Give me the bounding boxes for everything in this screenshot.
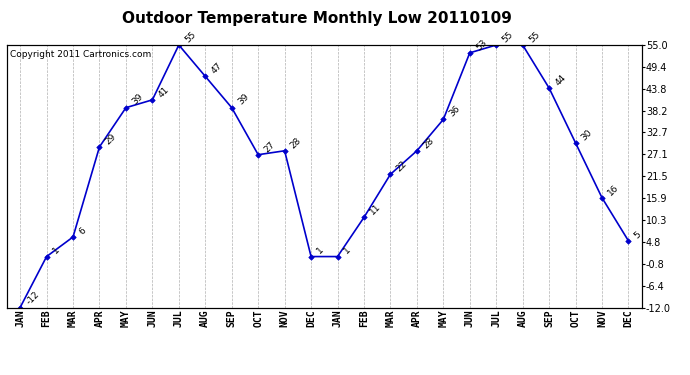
Text: 1: 1: [315, 245, 326, 256]
Text: 28: 28: [289, 136, 303, 150]
Text: 1: 1: [342, 245, 352, 256]
Text: 41: 41: [157, 85, 171, 99]
Text: 39: 39: [130, 92, 145, 107]
Text: 53: 53: [474, 38, 489, 52]
Text: 55: 55: [500, 30, 515, 44]
Text: -12: -12: [24, 290, 41, 307]
Text: 27: 27: [262, 140, 277, 154]
Text: 1: 1: [51, 245, 61, 256]
Text: 29: 29: [104, 132, 118, 146]
Text: 55: 55: [183, 30, 197, 44]
Text: Outdoor Temperature Monthly Low 20110109: Outdoor Temperature Monthly Low 20110109: [122, 11, 513, 26]
Text: 55: 55: [527, 30, 542, 44]
Text: 36: 36: [448, 104, 462, 118]
Text: 28: 28: [421, 136, 435, 150]
Text: Copyright 2011 Cartronics.com: Copyright 2011 Cartronics.com: [10, 50, 151, 59]
Text: 39: 39: [236, 92, 250, 107]
Text: 22: 22: [395, 159, 409, 174]
Text: 5: 5: [633, 230, 643, 240]
Text: 30: 30: [580, 128, 594, 142]
Text: 6: 6: [77, 226, 88, 236]
Text: 16: 16: [607, 183, 621, 197]
Text: 47: 47: [210, 61, 224, 76]
Text: 11: 11: [368, 202, 383, 217]
Text: 44: 44: [553, 73, 568, 87]
